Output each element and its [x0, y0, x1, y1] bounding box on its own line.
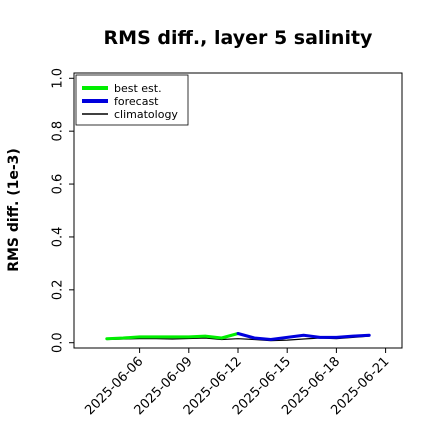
legend-label-best-est: best est. [114, 82, 162, 95]
y-tick-label: 0.2 [51, 279, 66, 300]
y-tick-label: 0.8 [51, 121, 66, 142]
series-line-forecast [236, 332, 371, 341]
legend-label-climatology: climatology [114, 108, 178, 121]
chart-title: RMS diff., layer 5 salinity [104, 27, 374, 49]
y-tick-label: 0.6 [51, 174, 66, 195]
legend-label-forecast: forecast [114, 95, 159, 108]
x-axis-ticks: 2025-06-062025-06-092025-06-122025-06-15… [82, 348, 392, 418]
y-axis-ticks: 0.0 0.2 0.4 0.6 0.8 1.0 [51, 68, 74, 353]
y-axis-label: RMS diff. (1e-3) [6, 148, 22, 272]
y-tick-label: 0.0 [51, 332, 66, 353]
series-line-best-est [105, 332, 240, 341]
y-tick-label: 0.4 [51, 227, 66, 248]
y-tick-label: 1.0 [51, 68, 66, 89]
series-layer [105, 332, 371, 342]
